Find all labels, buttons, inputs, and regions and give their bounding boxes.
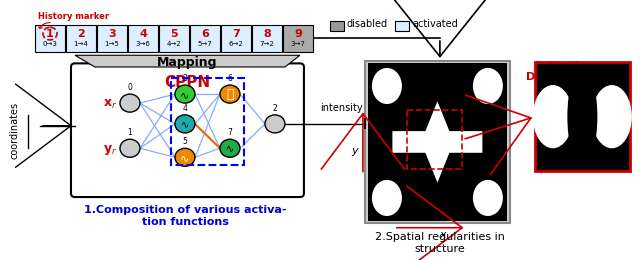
Text: disabled: disabled bbox=[347, 19, 388, 29]
Text: 2.Spatial regularities in
structure: 2.Spatial regularities in structure bbox=[375, 232, 505, 254]
Text: $\mathbf{y}_r$: $\mathbf{y}_r$ bbox=[103, 143, 117, 157]
Text: 1: 1 bbox=[46, 29, 54, 38]
Text: 0→3: 0→3 bbox=[42, 41, 58, 47]
Text: 3→6: 3→6 bbox=[136, 41, 150, 47]
Text: 4: 4 bbox=[139, 29, 147, 38]
Bar bbox=[368, 63, 507, 220]
Text: 4→2: 4→2 bbox=[166, 41, 181, 47]
Circle shape bbox=[175, 85, 195, 103]
Bar bbox=[535, 62, 630, 171]
Bar bbox=[128, 24, 158, 52]
Text: 8: 8 bbox=[263, 29, 271, 38]
Bar bbox=[66, 24, 96, 52]
Circle shape bbox=[120, 94, 140, 112]
Text: ∿: ∿ bbox=[180, 90, 189, 100]
Text: 1.Composition of various activa-
tion functions: 1.Composition of various activa- tion fu… bbox=[84, 205, 286, 227]
Bar bbox=[221, 24, 251, 52]
Text: $\mathbf{x}_r$: $\mathbf{x}_r$ bbox=[103, 98, 117, 112]
Circle shape bbox=[175, 148, 195, 166]
Ellipse shape bbox=[372, 68, 402, 104]
Ellipse shape bbox=[473, 68, 503, 104]
Bar bbox=[159, 24, 189, 52]
Ellipse shape bbox=[372, 180, 402, 216]
Text: ∿: ∿ bbox=[226, 144, 234, 154]
Text: 5→7: 5→7 bbox=[198, 41, 212, 47]
Text: 2: 2 bbox=[77, 29, 85, 38]
Ellipse shape bbox=[568, 67, 597, 166]
Bar bbox=[330, 21, 344, 31]
Text: 1: 1 bbox=[127, 128, 132, 138]
Text: 6: 6 bbox=[227, 74, 232, 83]
Text: Mapping: Mapping bbox=[157, 56, 218, 69]
FancyBboxPatch shape bbox=[71, 63, 304, 197]
Text: 5: 5 bbox=[170, 29, 178, 38]
Text: 3.Continuous
Differentiability: 3.Continuous Differentiability bbox=[526, 61, 626, 82]
Text: y: y bbox=[351, 146, 358, 156]
Text: ∿: ∿ bbox=[180, 153, 189, 163]
Bar bbox=[252, 24, 282, 52]
Circle shape bbox=[220, 85, 240, 103]
Bar bbox=[395, 21, 409, 31]
Text: coordinates: coordinates bbox=[10, 102, 20, 159]
Ellipse shape bbox=[592, 85, 632, 148]
Bar bbox=[537, 158, 628, 169]
Text: 4: 4 bbox=[182, 104, 188, 113]
Circle shape bbox=[265, 115, 285, 133]
Text: ⟋: ⟋ bbox=[226, 88, 234, 101]
Text: 2: 2 bbox=[273, 104, 277, 113]
Text: 1→5: 1→5 bbox=[104, 41, 119, 47]
Text: x: x bbox=[439, 230, 445, 240]
Text: 7→2: 7→2 bbox=[260, 41, 275, 47]
Bar bbox=[365, 61, 510, 223]
Text: activated: activated bbox=[412, 19, 458, 29]
Ellipse shape bbox=[533, 85, 573, 148]
Circle shape bbox=[220, 139, 240, 157]
Text: ∿: ∿ bbox=[181, 120, 189, 130]
Text: 5: 5 bbox=[182, 138, 188, 146]
Text: 9: 9 bbox=[294, 29, 302, 38]
Text: 3: 3 bbox=[182, 74, 188, 83]
Bar bbox=[171, 78, 244, 165]
Text: 1→4: 1→4 bbox=[74, 41, 88, 47]
Polygon shape bbox=[392, 101, 483, 183]
Bar bbox=[35, 24, 65, 52]
Circle shape bbox=[175, 115, 195, 133]
Ellipse shape bbox=[473, 180, 503, 216]
Text: 0: 0 bbox=[127, 83, 132, 92]
Text: 6→2: 6→2 bbox=[228, 41, 243, 47]
Text: History marker: History marker bbox=[38, 12, 109, 21]
Circle shape bbox=[120, 139, 140, 157]
Bar bbox=[97, 24, 127, 52]
Text: 6: 6 bbox=[201, 29, 209, 38]
Text: 7: 7 bbox=[227, 128, 232, 138]
Polygon shape bbox=[75, 55, 300, 67]
Text: 7: 7 bbox=[232, 29, 240, 38]
Text: 3→7: 3→7 bbox=[291, 41, 305, 47]
Bar bbox=[283, 24, 313, 52]
Text: CPPN: CPPN bbox=[164, 75, 211, 90]
Text: intensity: intensity bbox=[320, 103, 362, 113]
Bar bbox=[190, 24, 220, 52]
Bar bbox=[537, 64, 628, 75]
Text: 3: 3 bbox=[108, 29, 116, 38]
Bar bbox=[408, 110, 462, 169]
